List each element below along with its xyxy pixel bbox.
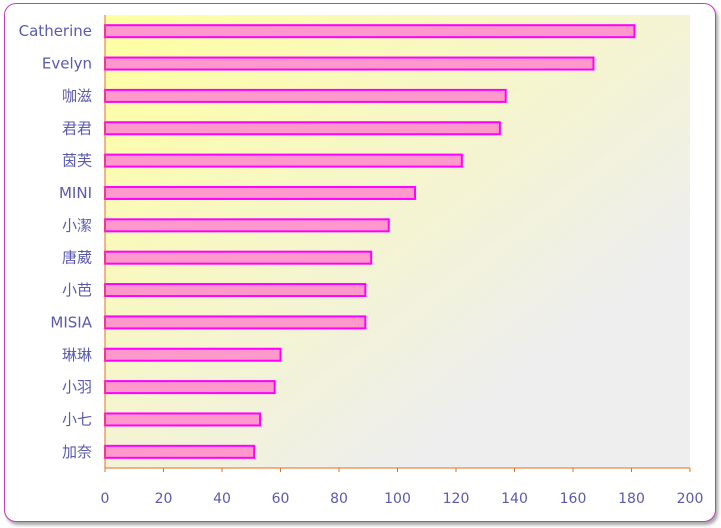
bar — [104, 24, 636, 39]
bar — [104, 444, 256, 459]
category-label: 加奈 — [62, 443, 92, 461]
category-label: 咖滋 — [62, 87, 92, 105]
x-tick-label: 80 — [330, 491, 348, 507]
bar — [104, 185, 417, 200]
x-tick-label: 180 — [618, 491, 645, 507]
x-tick-label: 160 — [560, 491, 587, 507]
plot-area — [105, 15, 690, 468]
category-label: Catherine — [19, 22, 92, 40]
category-label: 唐葳 — [62, 249, 92, 267]
bar — [104, 412, 262, 427]
category-label: 君君 — [62, 119, 92, 137]
category-label: 小潔 — [62, 216, 92, 234]
bar — [104, 250, 373, 265]
category-label: MINI — [59, 184, 92, 202]
category-label: Evelyn — [42, 55, 92, 73]
bar — [104, 218, 390, 233]
category-label: 小羽 — [62, 378, 92, 396]
bar — [104, 153, 463, 168]
x-tick-label: 20 — [155, 491, 173, 507]
category-label: 琳琳 — [62, 346, 92, 364]
bar — [104, 283, 367, 298]
category-label: 小七 — [62, 410, 92, 428]
x-tick-label: 40 — [213, 491, 231, 507]
bar — [104, 121, 501, 136]
bar — [104, 347, 282, 362]
category-label: 小芭 — [62, 281, 92, 299]
x-tick-label: 200 — [677, 491, 704, 507]
x-tick-label: 60 — [272, 491, 290, 507]
category-label: MISIA — [50, 313, 92, 331]
bar — [104, 88, 507, 103]
x-tick-label: 0 — [101, 491, 110, 507]
category-label: 茵芙 — [62, 152, 92, 170]
bar — [104, 315, 367, 330]
x-tick-label: 100 — [384, 491, 411, 507]
bar — [104, 380, 276, 395]
bar — [104, 56, 595, 71]
x-tick-label: 120 — [443, 491, 470, 507]
x-tick-label: 140 — [501, 491, 528, 507]
